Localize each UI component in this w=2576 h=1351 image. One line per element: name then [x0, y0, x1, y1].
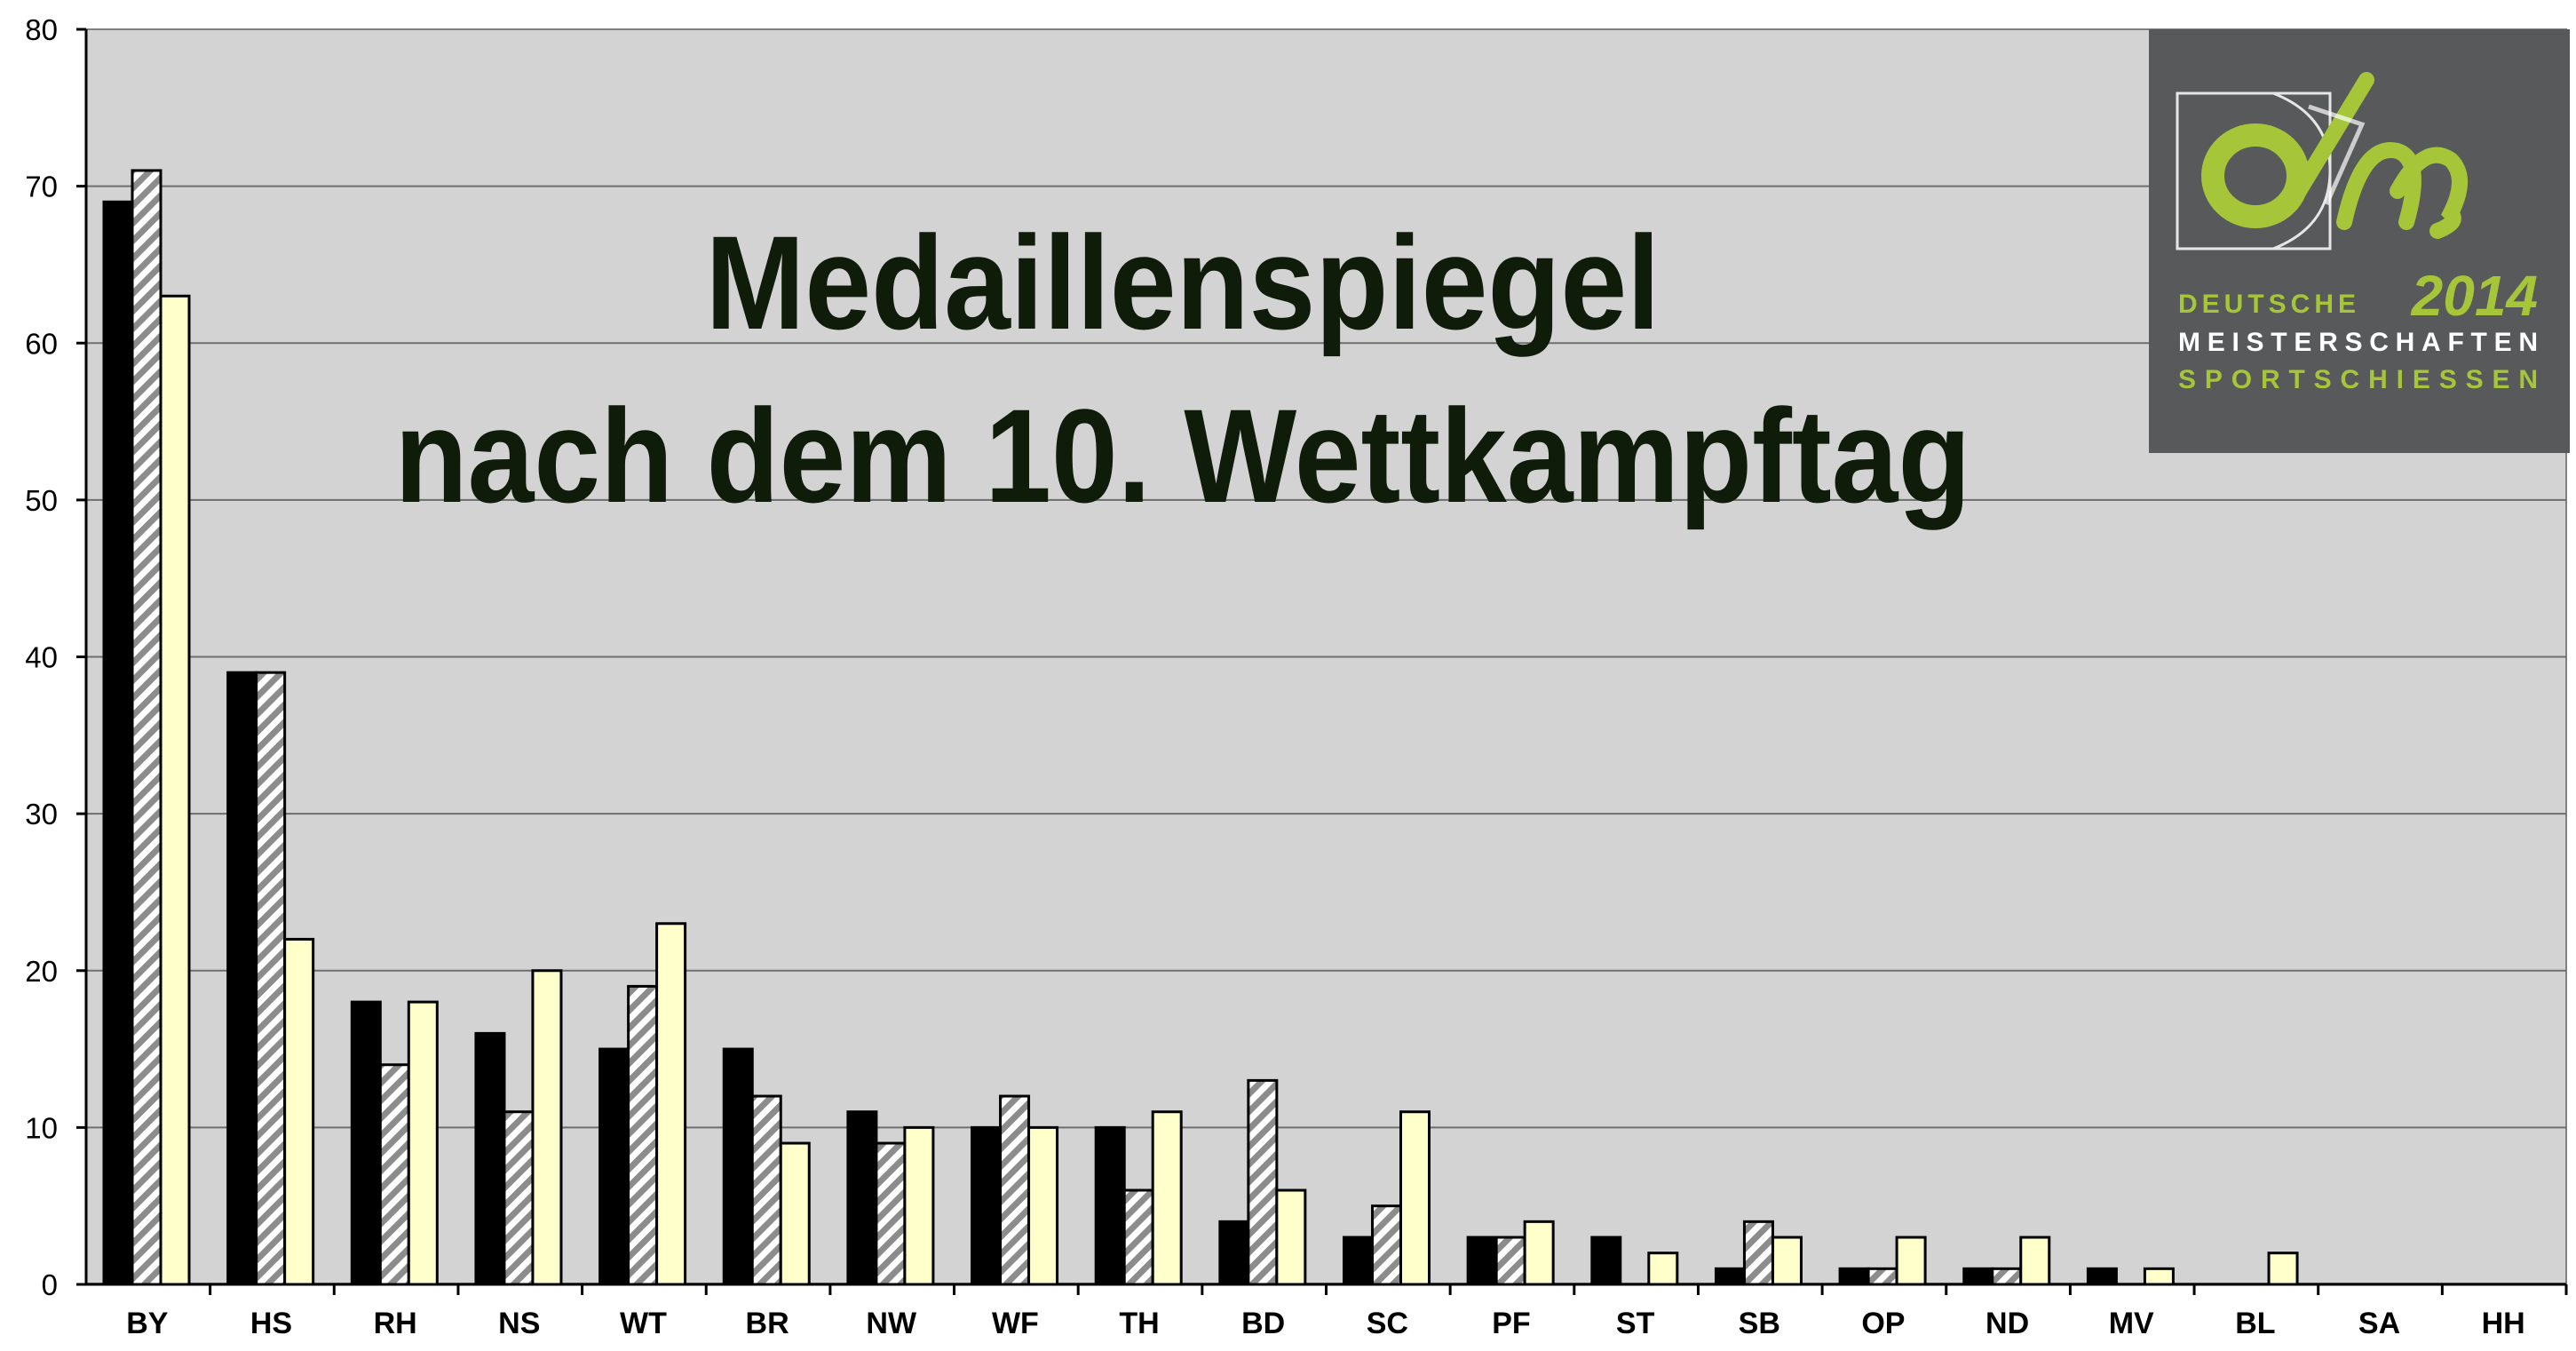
bar-ns-series-2	[503, 1110, 535, 1286]
bar-hs-series-1	[226, 671, 258, 1286]
y-tick-label: 30	[25, 798, 58, 830]
bar-sc-series-3	[1399, 1110, 1431, 1286]
bar-bd-series-2	[1247, 1078, 1279, 1286]
x-category-label: SA	[2358, 1307, 2400, 1340]
x-category-label: ND	[1986, 1307, 2029, 1340]
bar-nd-series-3	[2019, 1236, 2051, 1286]
bar-sb-series-2	[1742, 1220, 1774, 1286]
bar-pf-series-2	[1494, 1236, 1526, 1286]
x-category-label: WF	[992, 1307, 1039, 1340]
x-category-label: BD	[1241, 1307, 1285, 1340]
x-category-label: PF	[1492, 1307, 1530, 1340]
bar-nw-series-3	[903, 1125, 935, 1286]
logo-year: 2014	[2411, 264, 2538, 328]
bar-br-series-3	[779, 1141, 811, 1286]
bar-wf-series-3	[1027, 1125, 1059, 1286]
bar-bd-series-1	[1218, 1220, 1250, 1286]
bar-by-series-3	[159, 294, 191, 1286]
bar-bd-series-3	[1275, 1188, 1307, 1286]
bar-sb-series-1	[1714, 1267, 1746, 1286]
bar-bl-series-3	[2267, 1252, 2299, 1286]
bar-ns-series-1	[474, 1031, 506, 1286]
x-category-label: SC	[1367, 1307, 1408, 1340]
bar-nw-series-2	[875, 1141, 907, 1286]
x-category-label: SB	[1739, 1307, 1780, 1340]
bar-by-series-1	[102, 200, 134, 1286]
x-category-label: NW	[866, 1307, 917, 1340]
y-tick-label: 60	[25, 327, 58, 360]
chart-title-line-2: nach dem 10. Wettkampftag	[395, 381, 1971, 530]
x-category-label: NS	[498, 1307, 540, 1340]
bar-by-series-2	[131, 169, 162, 1286]
bar-br-series-1	[722, 1047, 754, 1286]
x-category-label: HH	[2482, 1307, 2525, 1340]
x-category-label: HS	[250, 1307, 292, 1340]
dm-2014-logo: 2014 Deutsche Meisterschaften Sportschie…	[2149, 29, 2570, 453]
x-category-label: BR	[746, 1307, 789, 1340]
bar-op-series-3	[1895, 1236, 1927, 1286]
logo-line-3: Sportschiessen	[2178, 365, 2538, 394]
bars	[102, 169, 2299, 1286]
x-category-label: RH	[374, 1307, 417, 1340]
chart-title-line-1: Medaillenspiegel	[706, 208, 1661, 357]
bar-nd-series-2	[1991, 1267, 2023, 1286]
y-tick-label: 50	[25, 484, 58, 517]
x-category-label: BL	[2235, 1307, 2275, 1340]
y-tick-label: 40	[25, 641, 58, 674]
y-tick-label: 0	[42, 1268, 58, 1301]
bar-br-series-2	[750, 1094, 782, 1286]
bar-pf-series-3	[1523, 1220, 1555, 1286]
dm-logo-mark	[2176, 72, 2468, 250]
bar-sc-series-1	[1343, 1236, 1374, 1286]
x-axis-labels: BY HS RH NS WT BR NW WF TH BD SC PF ST SB OP ND MV BL SA HH	[126, 1284, 2568, 1340]
bar-wf-series-1	[971, 1125, 1003, 1286]
bar-pf-series-1	[1466, 1236, 1498, 1286]
y-tick-label: 70	[25, 171, 58, 203]
logo-line-1: Deutsche	[2178, 290, 2360, 319]
bar-sc-series-2	[1371, 1204, 1402, 1286]
x-category-label: ST	[1616, 1307, 1655, 1340]
bar-rh-series-3	[407, 1000, 439, 1286]
bar-wf-series-2	[999, 1094, 1031, 1286]
bar-nd-series-1	[1962, 1267, 1994, 1286]
bar-wt-series-3	[655, 922, 687, 1286]
bar-op-series-1	[1838, 1267, 1870, 1286]
bar-mv-series-1	[2086, 1267, 2118, 1286]
bar-st-series-1	[1590, 1236, 1622, 1286]
bar-th-series-2	[1122, 1188, 1154, 1286]
bar-rh-series-2	[378, 1063, 410, 1286]
bar-sb-series-3	[1771, 1236, 1803, 1286]
bar-hs-series-2	[255, 671, 287, 1286]
bar-wt-series-2	[627, 984, 659, 1286]
y-tick-label: 20	[25, 955, 58, 988]
x-category-label: OP	[1861, 1307, 1905, 1340]
bar-th-series-3	[1151, 1110, 1183, 1286]
bar-rh-series-1	[350, 1000, 382, 1286]
y-tick-label: 80	[25, 13, 58, 46]
y-axis-ticks: 0 10 20 30 40 50 60 70 80	[25, 13, 86, 1301]
bar-mv-series-3	[2143, 1267, 2175, 1286]
bar-ns-series-3	[531, 969, 563, 1286]
x-category-label: MV	[2109, 1307, 2154, 1340]
x-category-label: BY	[126, 1307, 169, 1340]
bar-op-series-2	[1867, 1267, 1898, 1286]
logo-line-2: Meisterschaften	[2178, 328, 2538, 357]
bar-hs-series-3	[283, 937, 315, 1286]
y-tick-label: 10	[25, 1111, 58, 1144]
x-category-label: TH	[1119, 1307, 1159, 1340]
bar-wt-series-1	[598, 1047, 630, 1286]
x-category-label: WT	[620, 1307, 667, 1340]
bar-nw-series-1	[846, 1110, 878, 1286]
bar-st-series-3	[1647, 1252, 1679, 1286]
bar-th-series-1	[1094, 1125, 1126, 1286]
